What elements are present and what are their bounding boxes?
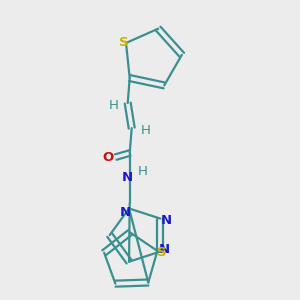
Text: H: H (138, 165, 148, 178)
Text: S: S (119, 37, 129, 50)
Text: H: H (109, 99, 118, 112)
Text: N: N (122, 171, 133, 184)
Text: H: H (141, 124, 151, 136)
Text: N: N (159, 243, 170, 256)
Text: N: N (161, 214, 172, 227)
Text: O: O (102, 151, 113, 164)
Text: S: S (157, 246, 166, 260)
Text: N: N (119, 206, 130, 219)
